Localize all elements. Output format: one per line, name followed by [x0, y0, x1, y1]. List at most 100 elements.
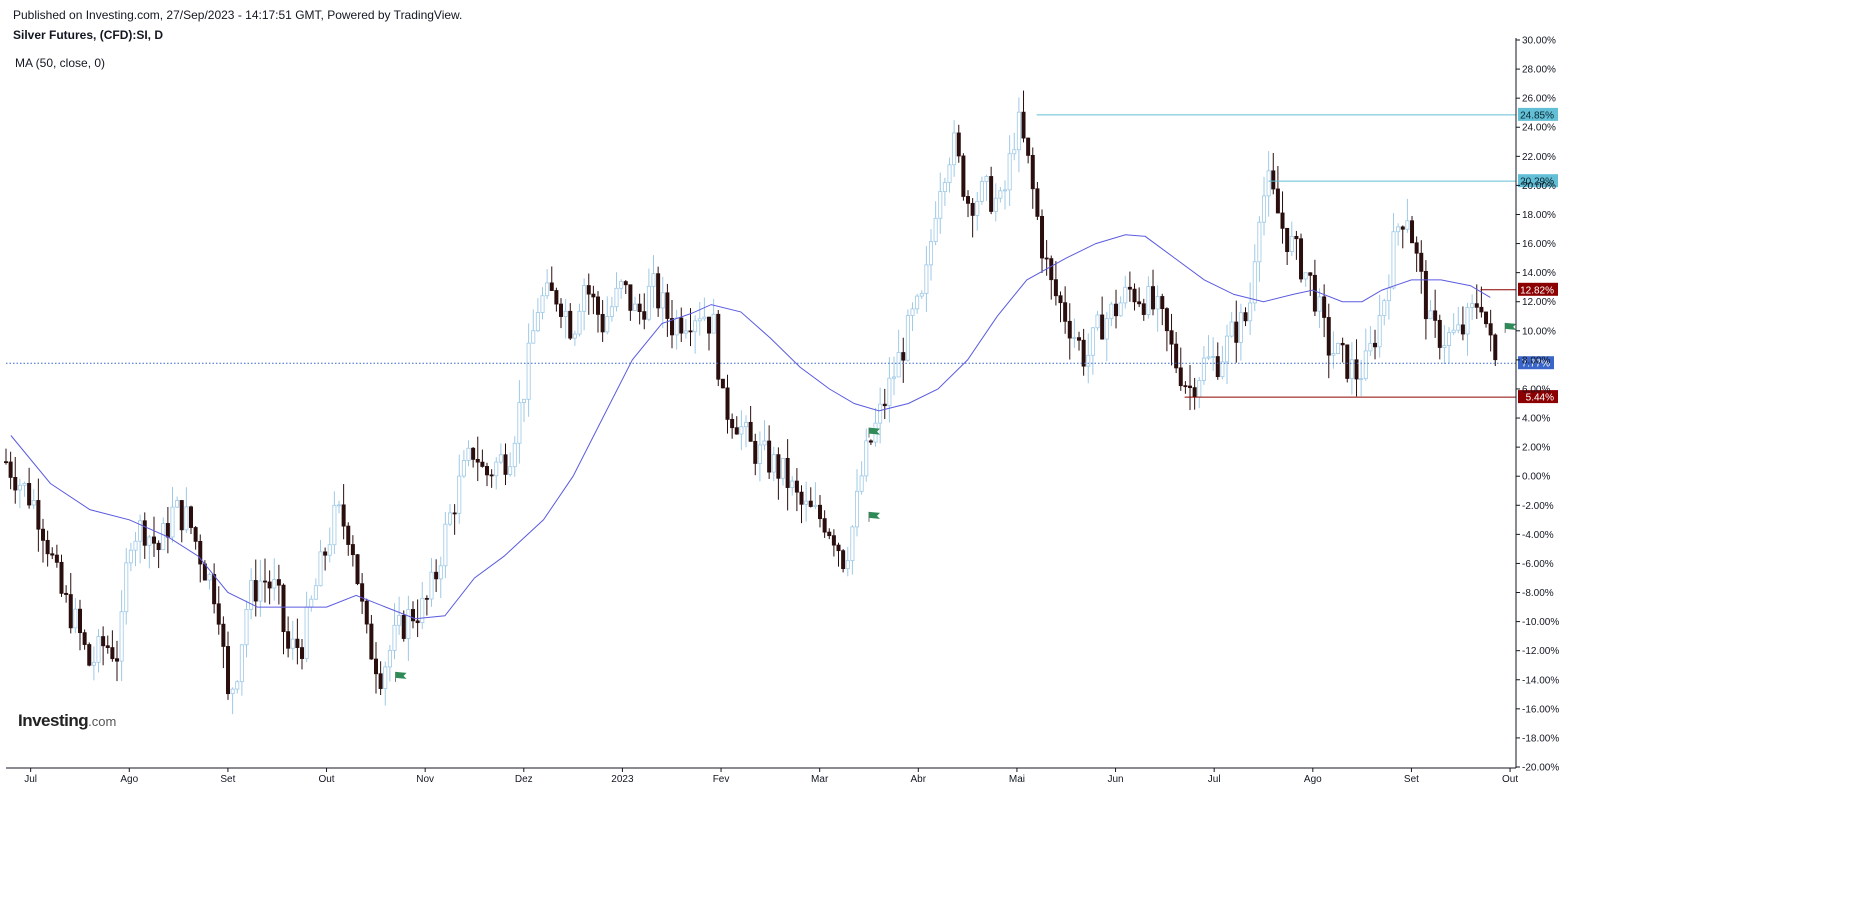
candle-body: [1257, 221, 1262, 263]
candle-body: [350, 544, 355, 556]
candle-body: [757, 444, 762, 464]
logo-suffix: .com: [88, 714, 117, 729]
candle-body: [975, 200, 980, 216]
candle-body: [41, 528, 46, 541]
candle-body: [568, 310, 573, 339]
candle-body: [498, 454, 503, 463]
candle-body: [1077, 337, 1082, 341]
candle-body: [1067, 320, 1072, 339]
level-tag: [1518, 390, 1558, 404]
candle-body: [674, 317, 679, 336]
y-tick-label: 4.00%: [1522, 414, 1550, 425]
x-tick-label: Jul: [1208, 774, 1221, 785]
candle-body: [96, 636, 101, 663]
candle-body: [327, 544, 332, 556]
candle-body: [383, 666, 388, 689]
candle-body: [87, 644, 92, 666]
candle-body: [1331, 353, 1336, 356]
candle-body: [813, 504, 818, 507]
candle-body: [411, 609, 416, 622]
candle-body: [998, 190, 1003, 199]
level-tag: [1518, 107, 1558, 121]
candle-body: [1308, 272, 1313, 276]
y-tick-label: -20.00%: [1522, 763, 1559, 774]
x-tick-label: Set: [220, 774, 235, 785]
y-tick-label: 22.00%: [1522, 152, 1556, 163]
candle-body: [17, 484, 22, 491]
y-tick-label: 28.00%: [1522, 65, 1556, 76]
candle-body: [1474, 303, 1479, 308]
symbol-title[interactable]: Silver Futures, (CFD):SI, D: [13, 28, 164, 42]
candle-body: [1465, 307, 1470, 335]
candle-body: [910, 308, 915, 316]
candle-body: [822, 518, 827, 533]
candle-body: [609, 306, 614, 317]
y-tick-label: -16.00%: [1522, 704, 1559, 715]
candle-body: [73, 608, 78, 629]
candle-body: [1003, 189, 1008, 192]
candle-body: [1354, 359, 1359, 380]
candle-body: [272, 579, 277, 589]
y-tick-label: -6.00%: [1522, 559, 1554, 570]
candle-body: [101, 636, 106, 647]
y-tick-label: 8.00%: [1522, 355, 1550, 366]
candle-body: [665, 292, 670, 319]
ma-layer: [10, 234, 1491, 620]
candle-body: [1206, 356, 1211, 359]
candle-body: [332, 504, 337, 546]
candle-body: [1493, 334, 1498, 361]
candle-body: [115, 658, 120, 662]
candle-body: [1470, 303, 1475, 308]
candle-body: [424, 597, 429, 600]
flag-icon: [868, 511, 880, 519]
candle-body: [956, 132, 961, 157]
candle-body: [1225, 335, 1230, 363]
candle-body: [679, 317, 684, 334]
y-tick-label: 30.00%: [1522, 36, 1556, 47]
candle-body: [253, 580, 258, 602]
candle-body: [1132, 288, 1137, 303]
candle-body: [716, 313, 721, 380]
investing-logo: Investing.com: [18, 711, 116, 731]
candle-body: [1410, 220, 1415, 244]
candle-body: [1012, 149, 1017, 155]
candle-body: [919, 293, 924, 297]
x-tick-label: Ago: [1304, 774, 1322, 785]
candle-body: [355, 554, 360, 585]
candle-body: [1160, 296, 1165, 310]
candle-body: [239, 644, 244, 683]
y-tick-label: 24.00%: [1522, 123, 1556, 134]
candle-body: [586, 285, 591, 295]
ma50-line: [10, 234, 1491, 620]
candle-body: [142, 520, 147, 546]
candle-body: [415, 620, 420, 624]
candle-body: [901, 352, 906, 361]
indicator-label[interactable]: MA (50, close, 0): [15, 56, 106, 70]
candle-body: [896, 352, 901, 378]
candle-body: [841, 550, 846, 570]
x-tick-label: Set: [1404, 774, 1419, 785]
logo-main: Investing: [18, 711, 89, 730]
candle-body: [582, 285, 587, 312]
y-tick-label: 12.00%: [1522, 297, 1556, 308]
candle-body: [785, 457, 790, 488]
candle-body: [1174, 343, 1179, 369]
candle-body: [1072, 337, 1077, 340]
candle-body: [221, 623, 226, 647]
level-tag: [1518, 282, 1558, 296]
candle-body: [1442, 345, 1447, 348]
candle-body: [304, 606, 309, 659]
candle-body: [512, 442, 517, 468]
candle-body: [952, 132, 957, 166]
candle-body: [1164, 308, 1169, 332]
candle-body: [591, 293, 596, 298]
candle-body: [78, 608, 83, 634]
candle-body: [309, 598, 314, 608]
candle-body: [1382, 300, 1387, 316]
candle-body: [711, 313, 716, 334]
candle-body: [457, 475, 462, 514]
candle-body: [286, 631, 291, 649]
candle-body: [147, 536, 152, 546]
candle-body: [1419, 252, 1424, 272]
